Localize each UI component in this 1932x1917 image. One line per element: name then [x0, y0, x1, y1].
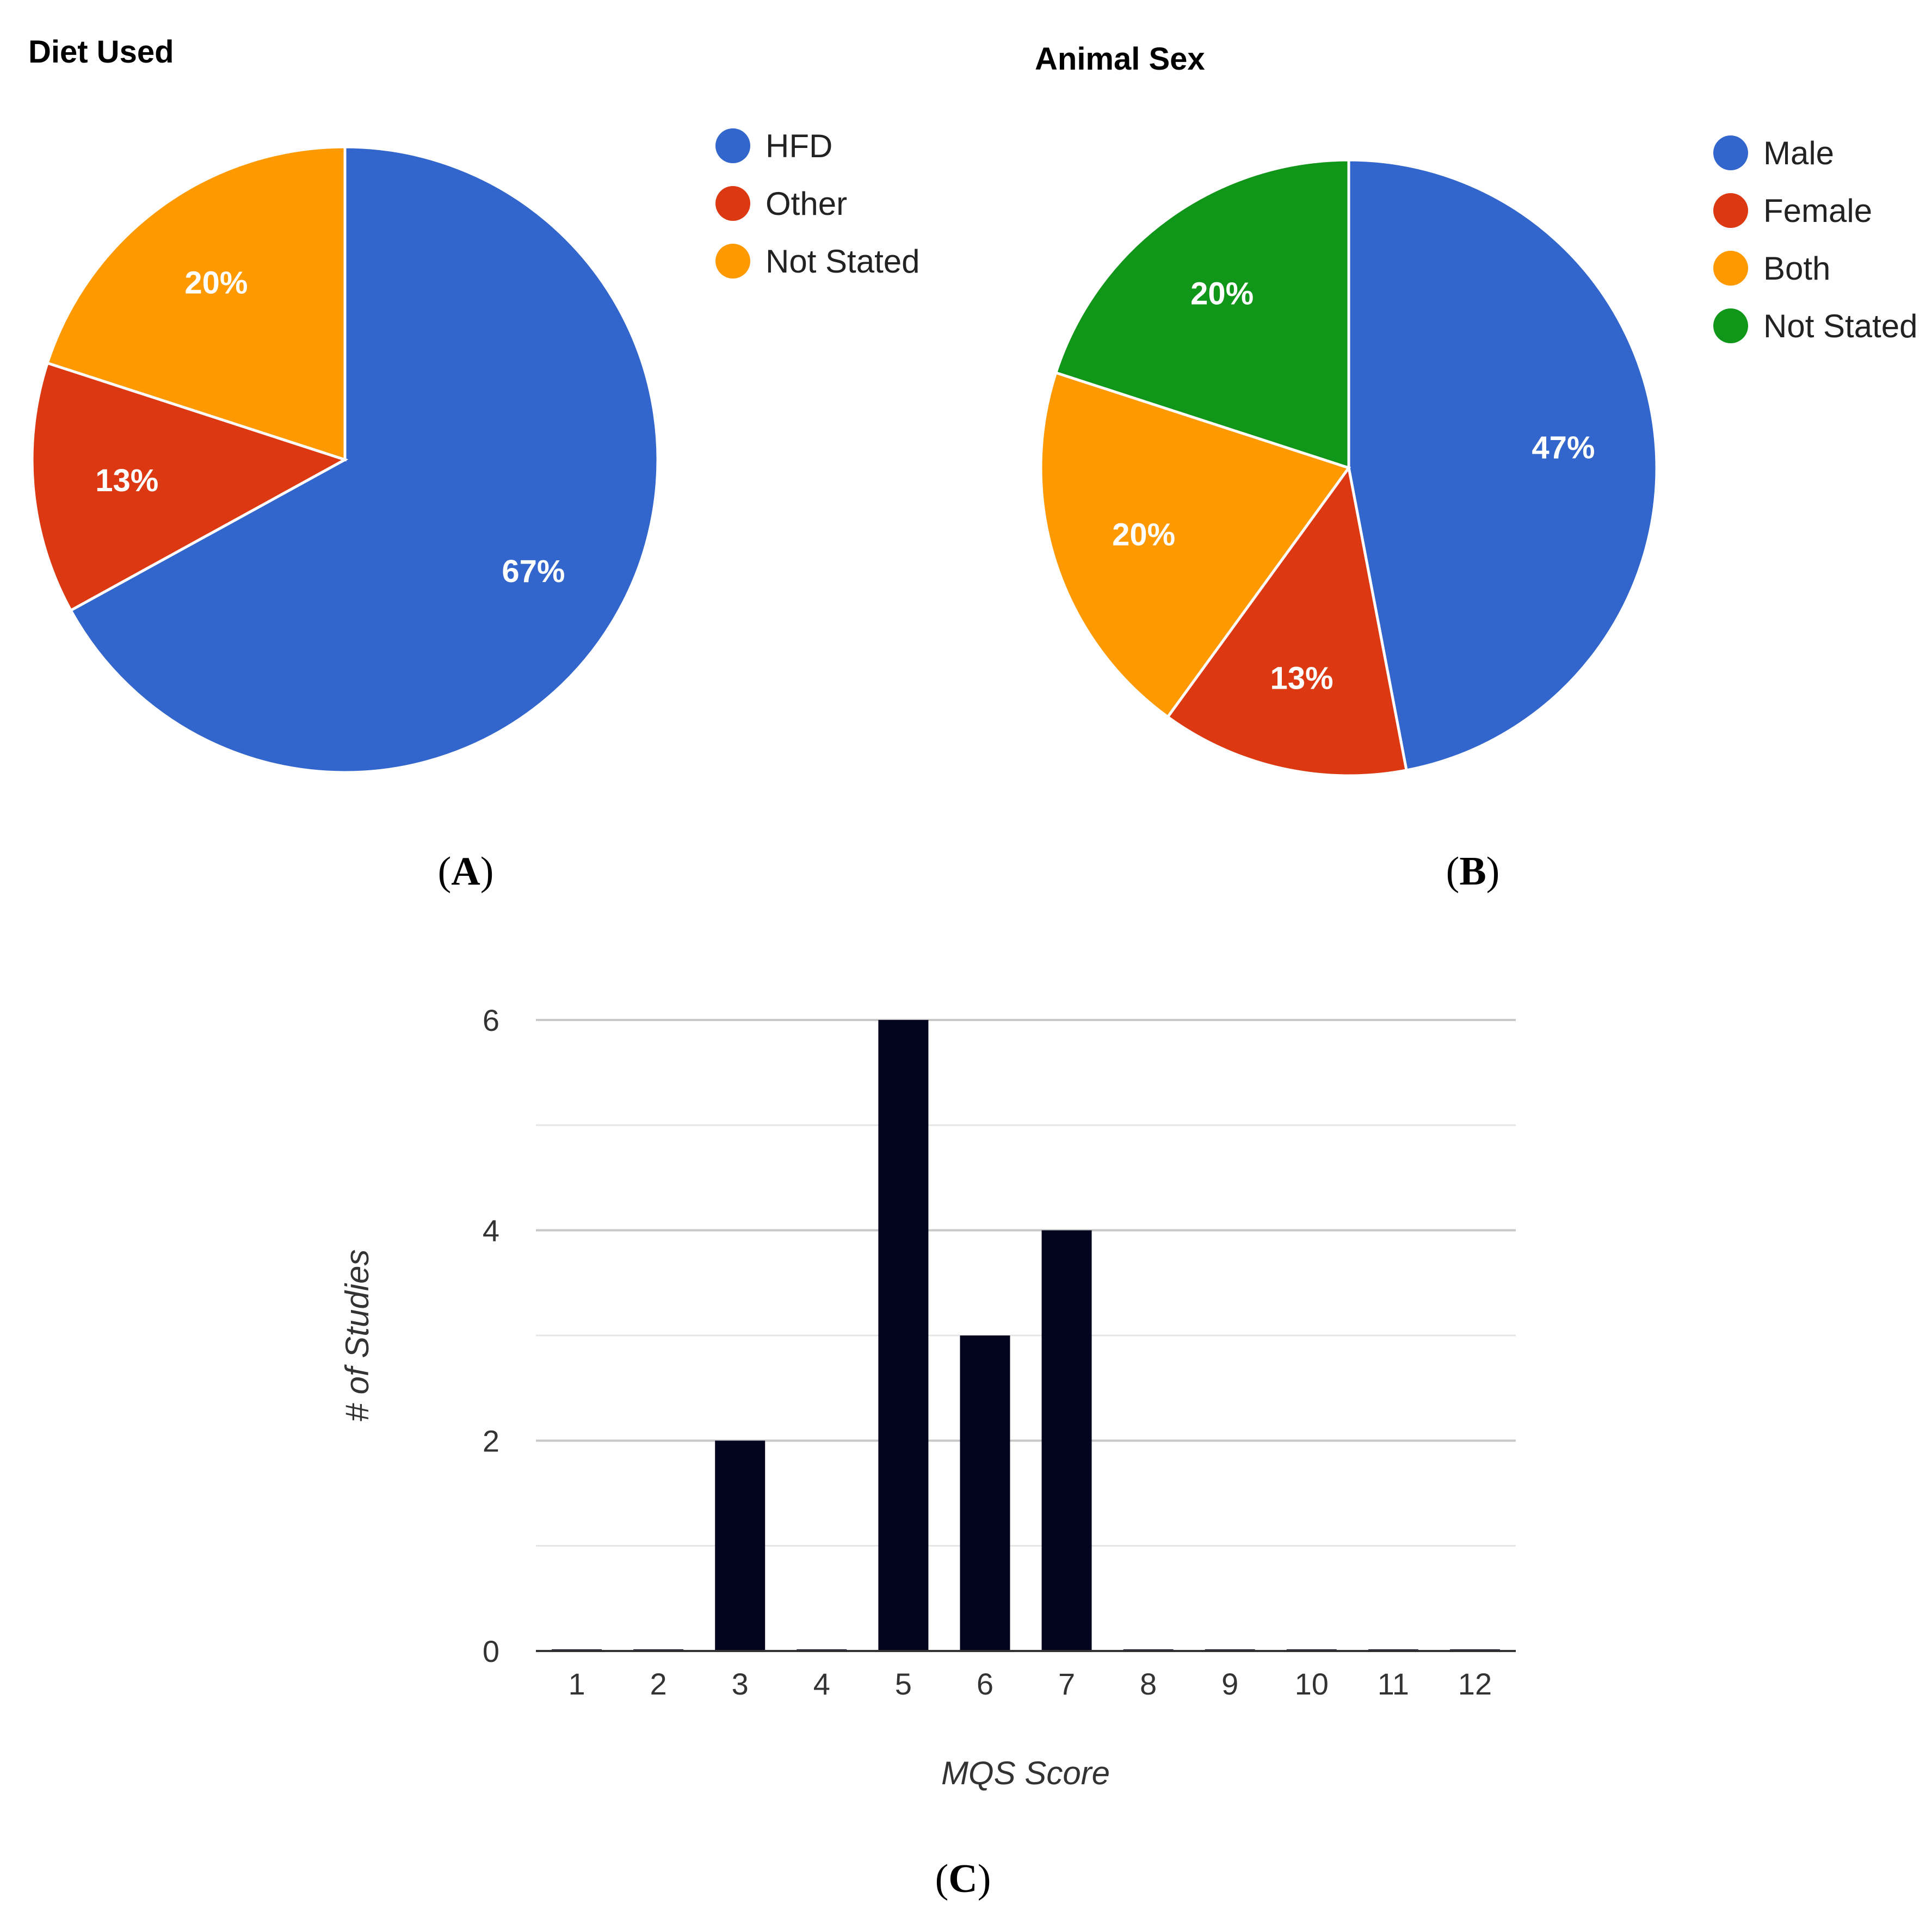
legend-item: HFD: [715, 117, 920, 175]
y-axis-title: # of Studies: [339, 1250, 375, 1422]
pie-slice-not-stated: [45, 145, 347, 462]
y-tick-label: 6: [483, 1003, 499, 1037]
pie-slice-male: [1347, 158, 1658, 772]
x-tick-label: 10: [1295, 1667, 1329, 1701]
legend-item: Not Stated: [1713, 297, 1918, 355]
bar-6: [960, 1335, 1010, 1651]
legend-label: Female: [1763, 192, 1873, 229]
slice-label: 20%: [184, 265, 248, 300]
legend: HFD Other Not Stated: [715, 117, 920, 290]
legend-label: Male: [1763, 134, 1835, 171]
y-tick-label: 4: [483, 1214, 499, 1248]
legend-item: Both: [1713, 239, 1918, 297]
legend-swatch: [715, 128, 750, 163]
x-tick-label: 3: [732, 1667, 749, 1701]
legend: Male Female Both Not Stated: [1713, 124, 1918, 355]
legend-swatch: [1713, 135, 1748, 170]
y-tick-label: 0: [483, 1634, 499, 1668]
slice-label: 13%: [95, 463, 158, 498]
slice-label: 20%: [1112, 517, 1175, 552]
bar-3: [715, 1440, 766, 1651]
legend-label: Not Stated: [766, 243, 920, 280]
pie-slice-not-stated: [1054, 158, 1350, 470]
legend-swatch: [715, 186, 750, 221]
legend-swatch: [715, 244, 750, 279]
legend-swatch: [1713, 308, 1748, 343]
x-axis-title: MQS Score: [941, 1755, 1110, 1791]
panel-label: (A): [437, 849, 494, 894]
legend-label: Not Stated: [1763, 307, 1918, 344]
legend-label: Both: [1763, 250, 1831, 287]
animal-sex-chart: Animal Sex 47% 13% 20% 20% Male Female Both No…: [968, 0, 1932, 925]
slice-label: 47%: [1532, 430, 1595, 466]
pie-chart: 47% 13% 20% 20%: [1039, 158, 1658, 777]
panel-label: (B): [1446, 849, 1500, 894]
x-tick-label: 11: [1378, 1667, 1409, 1701]
slice-label: 13%: [1270, 661, 1334, 696]
pie-slice-both: [1039, 370, 1351, 719]
mqs-score-chart: 0 2 4 6 1 2 3 4 5 6 7 8 9 10 11 12 MQS Score # of Studies: [0, 925, 1932, 1917]
x-tick-label: 7: [1058, 1667, 1075, 1701]
x-tick-label: 12: [1458, 1667, 1492, 1701]
x-tick-label: 4: [813, 1667, 830, 1701]
legend-item: Male: [1713, 124, 1918, 182]
legend-item: Not Stated: [715, 232, 920, 290]
pie-slice-other: [30, 361, 349, 613]
legend-item: Other: [715, 175, 920, 232]
legend-swatch: [1713, 251, 1748, 286]
bar-7: [1041, 1230, 1092, 1651]
x-tick-label: 2: [650, 1667, 667, 1701]
chart-title: Diet Used: [28, 34, 174, 70]
x-tick-label: 1: [568, 1667, 585, 1701]
legend-swatch: [1713, 193, 1748, 228]
x-tick-label: 6: [977, 1667, 993, 1701]
legend-item: Female: [1713, 182, 1918, 239]
panel-label: (C): [935, 1857, 991, 1901]
slice-label: 20%: [1190, 276, 1254, 311]
pie-slice-female: [1165, 464, 1408, 777]
legend-label: Other: [766, 185, 848, 222]
x-tick-label: 5: [895, 1667, 912, 1701]
pie-slice-hfd: [69, 145, 659, 774]
legend-label: HFD: [766, 127, 833, 164]
diet-used-chart: Diet Used 67% 13% 20% HFD Other Not Stated: [0, 0, 968, 925]
slice-label: 67%: [502, 554, 565, 589]
pie-chart: 67% 13% 20%: [30, 145, 659, 774]
x-tick-label: 8: [1140, 1667, 1157, 1701]
y-tick-label: 2: [483, 1424, 499, 1458]
bar-5: [878, 1020, 929, 1651]
chart-title: Animal Sex: [1035, 41, 1205, 77]
x-tick-label: 9: [1221, 1667, 1238, 1701]
